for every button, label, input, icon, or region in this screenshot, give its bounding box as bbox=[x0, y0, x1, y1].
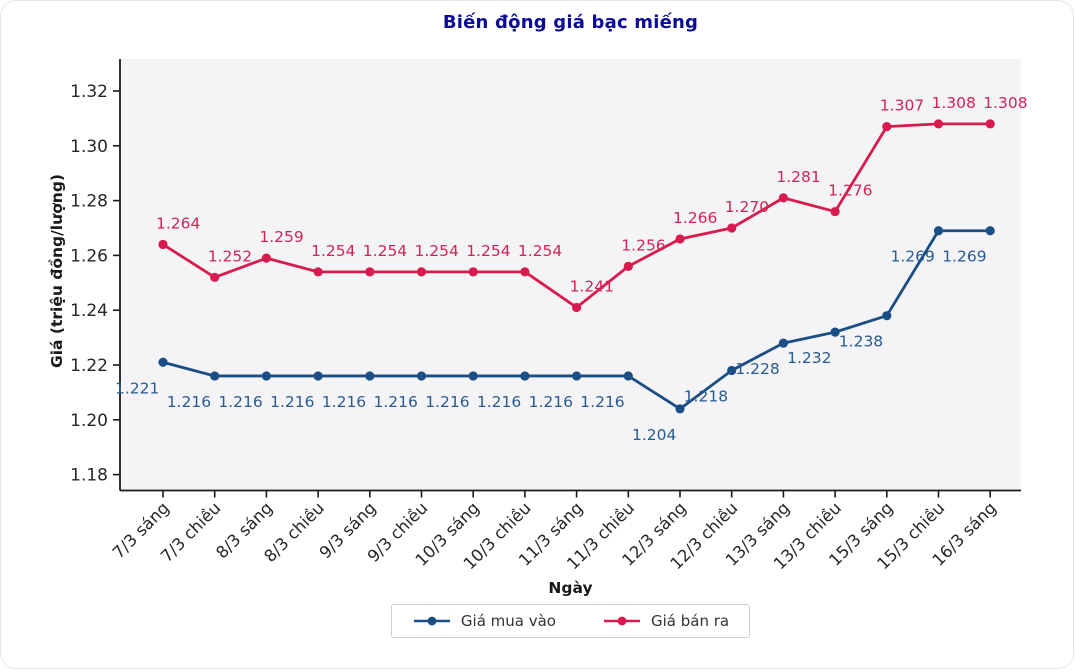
svg-text:1.270: 1.270 bbox=[725, 198, 769, 216]
svg-text:1.204: 1.204 bbox=[632, 426, 676, 444]
svg-text:1.276: 1.276 bbox=[828, 182, 872, 200]
series-gia-ban-ra bbox=[158, 119, 995, 313]
svg-text:1.254: 1.254 bbox=[415, 242, 459, 260]
svg-text:1.238: 1.238 bbox=[839, 333, 883, 351]
svg-text:1.264: 1.264 bbox=[156, 214, 200, 232]
legend-item-sell: Giá bán ra bbox=[602, 612, 729, 630]
svg-text:1.22: 1.22 bbox=[70, 356, 108, 376]
svg-text:1.20: 1.20 bbox=[70, 411, 108, 431]
svg-text:1.308: 1.308 bbox=[932, 94, 976, 112]
series-gia-mua-vao bbox=[158, 226, 995, 414]
svg-text:1.269: 1.269 bbox=[942, 248, 986, 266]
svg-text:1.216: 1.216 bbox=[322, 393, 366, 411]
legend: Giá mua vào Giá bán ra bbox=[390, 604, 751, 638]
svg-text:1.308: 1.308 bbox=[983, 94, 1027, 112]
svg-text:1.216: 1.216 bbox=[425, 393, 469, 411]
chart-title: Biến động giá bạc miếng bbox=[442, 12, 699, 33]
svg-text:1.216: 1.216 bbox=[529, 393, 573, 411]
svg-text:1.259: 1.259 bbox=[259, 228, 303, 246]
svg-text:1.216: 1.216 bbox=[580, 393, 624, 411]
svg-text:1.216: 1.216 bbox=[167, 393, 211, 411]
svg-text:1.218: 1.218 bbox=[684, 387, 728, 405]
svg-text:1.216: 1.216 bbox=[270, 393, 314, 411]
svg-text:1.26: 1.26 bbox=[70, 246, 108, 266]
svg-text:1.30: 1.30 bbox=[70, 137, 108, 157]
svg-text:1.216: 1.216 bbox=[218, 393, 262, 411]
buy-series-marker-icon bbox=[413, 616, 450, 626]
svg-text:1.18: 1.18 bbox=[70, 466, 108, 486]
x-axis-label: Ngày bbox=[548, 579, 593, 597]
y-axis-label: Giá (triệu đồng/lượng) bbox=[48, 173, 66, 369]
svg-text:1.269: 1.269 bbox=[891, 248, 935, 266]
svg-text:1.24: 1.24 bbox=[70, 301, 108, 321]
svg-text:1.252: 1.252 bbox=[208, 247, 252, 265]
legend-row: Giá mua vào Giá bán ra bbox=[120, 604, 1021, 638]
svg-text:1.216: 1.216 bbox=[374, 393, 418, 411]
y-axis-ticks: 1.18 1.20 1.22 1.24 1.26 1.28 1.30 1.32 bbox=[70, 82, 120, 486]
plot-background bbox=[120, 59, 1021, 491]
svg-text:1.307: 1.307 bbox=[880, 97, 924, 115]
svg-text:1.232: 1.232 bbox=[787, 349, 831, 367]
svg-text:1.28: 1.28 bbox=[70, 192, 108, 212]
svg-text:1.266: 1.266 bbox=[673, 209, 717, 227]
svg-text:1.228: 1.228 bbox=[735, 360, 779, 378]
svg-text:1.254: 1.254 bbox=[518, 242, 562, 260]
svg-text:1.32: 1.32 bbox=[70, 82, 108, 102]
axes bbox=[119, 59, 1021, 492]
svg-text:1.216: 1.216 bbox=[477, 393, 521, 411]
svg-text:1.221: 1.221 bbox=[115, 379, 159, 397]
svg-text:1.254: 1.254 bbox=[311, 242, 355, 260]
svg-text:1.281: 1.281 bbox=[776, 168, 820, 186]
sell-series-marker-icon bbox=[603, 616, 640, 626]
svg-text:1.256: 1.256 bbox=[621, 236, 665, 254]
svg-text:1.241: 1.241 bbox=[570, 277, 614, 295]
data-labels-gia-ban-ra: 1.264 1.252 1.259 1.254 1.254 1.254 1.254 1.254… bbox=[156, 94, 1028, 296]
legend-label-buy: Giá mua vào bbox=[460, 612, 556, 630]
svg-text:1.254: 1.254 bbox=[466, 242, 510, 260]
data-labels-gia-mua-vao: 1.221 1.216 1.216 1.216 1.216 1.216 1.216 1.216… bbox=[115, 248, 987, 444]
legend-label-sell: Giá bán ra bbox=[650, 612, 730, 630]
legend-item-buy: Giá mua vào bbox=[412, 612, 556, 630]
svg-text:1.254: 1.254 bbox=[363, 242, 407, 260]
